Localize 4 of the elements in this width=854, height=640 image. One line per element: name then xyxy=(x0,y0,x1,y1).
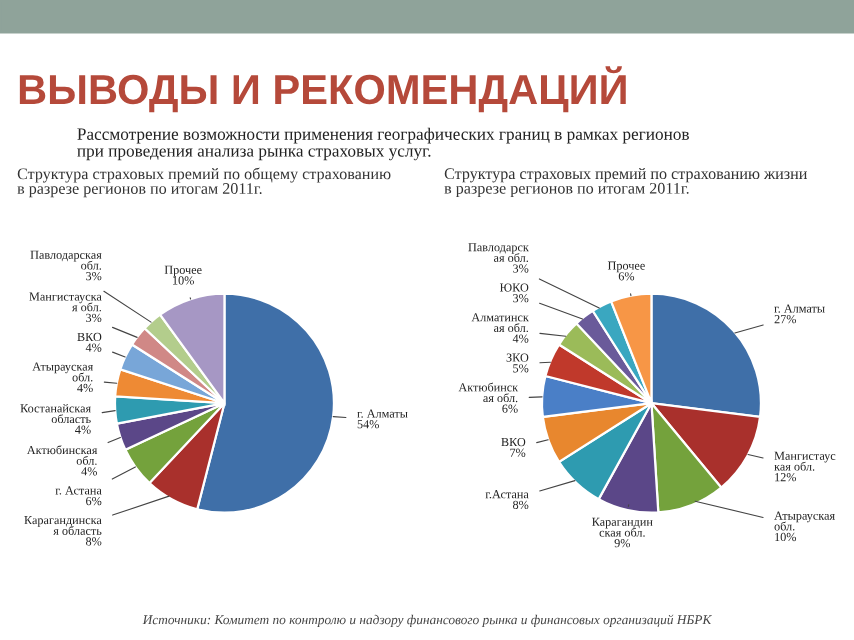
text: Рассмотрение возможности применения географических границ в рамках регионов при проведения анализа рынка страховых услуг. xyxy=(77,127,689,161)
chart-title: Структура страховых премий по общему страхованию в разрезе регионов по итогам 2011г. xyxy=(17,167,391,198)
text: ВЫВОДЫ И РЕКОМЕНДАЦИЙ xyxy=(19,66,626,113)
chart-title: Структура страховых премий по страхованию жизни в разрезе регионов по итогам 2011г. xyxy=(444,167,808,198)
